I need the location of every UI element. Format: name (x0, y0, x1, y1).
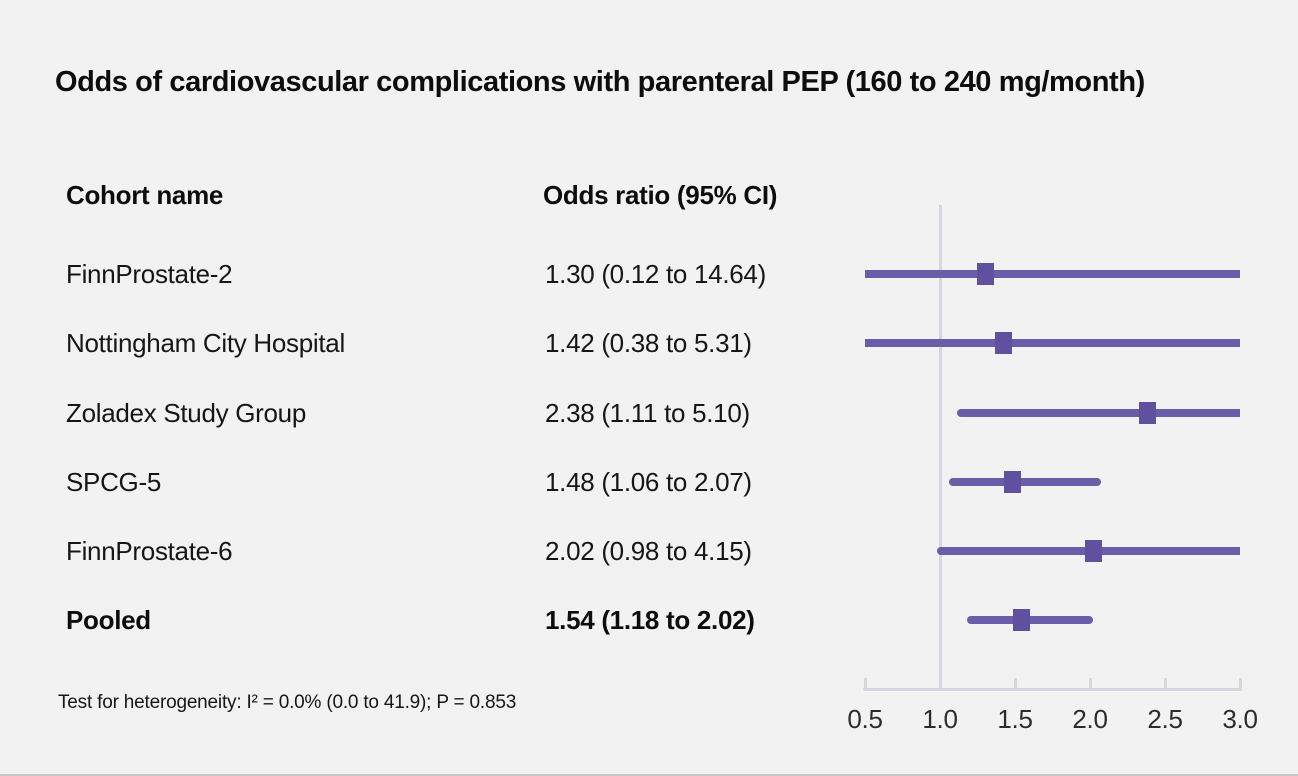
axis-tick-label: 1.0 (922, 704, 958, 734)
axis-tick-label: 3.0 (1222, 704, 1258, 734)
ci-line (865, 270, 1240, 278)
axis-tick (1013, 678, 1017, 688)
ci-line (865, 339, 1240, 347)
ci-line (967, 616, 1093, 624)
x-axis-line (863, 688, 1242, 691)
axis-tick-label: 2.0 (1072, 704, 1108, 734)
ci-line (956, 409, 1240, 417)
ci-line (949, 478, 1101, 486)
figure-title: Odds of cardiovascular complications wit… (55, 66, 1145, 98)
cohort-name: Pooled (66, 605, 151, 635)
or-marker (994, 332, 1012, 354)
odds-ratio-value: 1.54 (1.18 to 2.02) (545, 605, 755, 635)
odds-ratio-value: 2.02 (0.98 to 4.15) (545, 536, 752, 566)
cohort-name: FinnProstate-6 (66, 536, 233, 566)
cohort-name: Nottingham City Hospital (66, 328, 345, 358)
odds-ratio-value: 1.42 (0.38 to 5.31) (545, 328, 752, 358)
axis-tick-label: 1.5 (997, 704, 1033, 734)
axis-tick-label: 2.5 (1147, 704, 1183, 734)
heterogeneity-footnote: Test for heterogeneity: I² = 0.0% (0.0 t… (58, 692, 517, 713)
column-header-cohort-name: Cohort name (66, 180, 224, 210)
axis-tick (938, 678, 942, 688)
or-marker (1003, 471, 1021, 493)
cohort-name: FinnProstate-2 (66, 259, 233, 289)
axis-tick-label: 0.5 (847, 704, 883, 734)
axis-tick (1088, 678, 1092, 688)
or-marker (1138, 402, 1156, 424)
cohort-name: Zoladex Study Group (66, 398, 306, 428)
axis-tick (1238, 678, 1242, 688)
column-header-odds-ratio: Odds ratio (95% CI) (543, 180, 778, 210)
cohort-name: SPCG-5 (66, 467, 162, 497)
reference-line-or-1 (938, 205, 942, 691)
pooled-or-marker (1012, 609, 1030, 631)
axis-tick (863, 678, 867, 688)
or-marker (976, 263, 994, 285)
odds-ratio-value: 1.48 (1.06 to 2.07) (545, 467, 752, 497)
axis-tick (1163, 678, 1167, 688)
or-marker (1084, 540, 1102, 562)
odds-ratio-value: 2.38 (1.11 to 5.10) (545, 398, 750, 428)
odds-ratio-value: 1.30 (0.12 to 14.64) (545, 259, 766, 289)
